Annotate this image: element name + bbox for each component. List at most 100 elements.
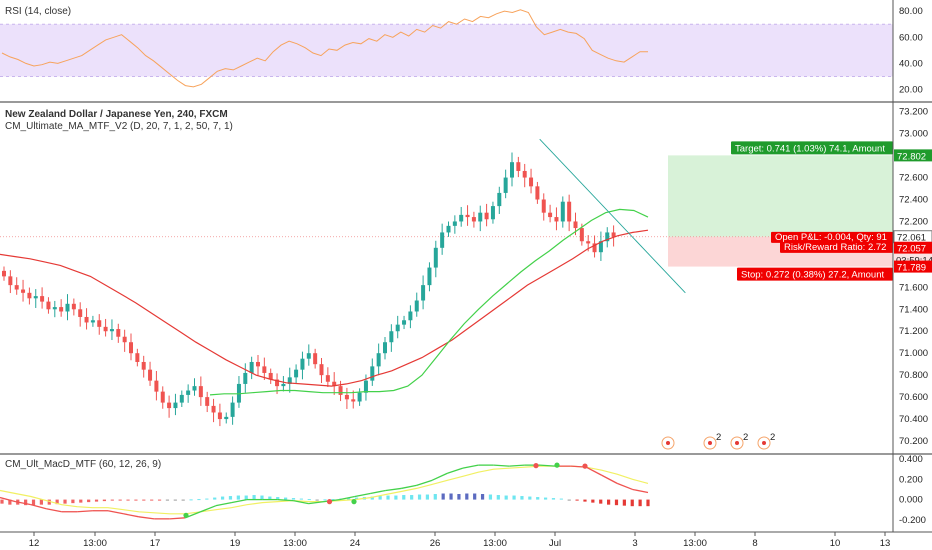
macd-line-segment <box>539 464 556 467</box>
macd-tick-label: 0.000 <box>899 495 923 506</box>
macd-histogram-bar <box>55 499 59 505</box>
candle <box>579 228 584 242</box>
candle <box>395 324 400 332</box>
macd-histogram-bar <box>307 499 311 501</box>
rsi-tick-label: 60.00 <box>899 32 923 43</box>
macd-histogram-bar <box>268 496 272 500</box>
macd-cross-dot <box>183 512 189 518</box>
macd-line-segment <box>601 474 618 484</box>
price-tick-label: 71.200 <box>899 326 928 337</box>
macd-histogram-bar <box>94 499 99 502</box>
candle <box>109 329 114 332</box>
macd-histogram-bar <box>402 495 406 500</box>
macd-histogram-bar <box>8 499 12 505</box>
open-pnl-label-bg <box>771 231 893 243</box>
macd-histogram-bar <box>276 497 280 500</box>
candle <box>471 217 476 222</box>
candle <box>167 402 172 409</box>
candle <box>478 212 483 222</box>
price-pane: Target: 0.741 (1.03%) 74.1, Amount Open P… <box>0 107 932 450</box>
candle <box>402 320 407 325</box>
macd-histogram-bar <box>142 499 146 501</box>
macd-histogram-bar <box>157 499 162 501</box>
price-tick-label: 71.400 <box>899 304 928 315</box>
macd-histogram-bar <box>197 499 201 501</box>
price-tick-label: 72.400 <box>899 195 928 206</box>
time-tick-label: 24 <box>350 538 361 549</box>
macd-line-segment <box>215 501 232 507</box>
macd-histogram-bar <box>0 499 4 504</box>
macd-histogram-bar <box>433 494 437 500</box>
trendline <box>539 138 686 294</box>
macd-line-segment <box>46 508 62 513</box>
candle <box>370 366 375 381</box>
target-price-tag: 72.802 <box>894 149 932 162</box>
risk-reward-label-bg <box>780 241 893 253</box>
target-price-tag-bg <box>894 149 932 162</box>
target-label-bg <box>731 141 893 155</box>
macd-histogram-bar <box>473 493 477 500</box>
candle <box>281 383 286 387</box>
macd-histogram-bar <box>536 497 540 500</box>
stop-price-tag-text: 71.789 <box>897 263 926 274</box>
risk-reward-label-text: Risk/Reward Ratio: 2.72 <box>784 242 886 253</box>
macd-histogram-bar <box>646 499 650 507</box>
macd-histogram-bar <box>134 499 138 501</box>
macd-line-segment <box>462 464 479 469</box>
ema-line <box>209 208 649 396</box>
candle <box>363 380 368 393</box>
event-marker-dot <box>708 441 712 445</box>
time-tick-label: 17 <box>150 538 161 549</box>
macd-histogram-bar <box>315 499 319 501</box>
macd-histogram-bar <box>291 498 296 500</box>
candle <box>40 296 45 302</box>
time-tick-label: Jul <box>549 538 561 549</box>
macd-line-segment <box>401 484 417 490</box>
candle <box>59 307 64 312</box>
macd-histogram-bar <box>24 499 28 506</box>
event-marker-dot <box>735 441 739 445</box>
macd-histogram-bar <box>425 494 430 500</box>
candle <box>249 361 254 373</box>
candle <box>484 212 489 220</box>
macd-histogram-bar <box>465 493 469 500</box>
candle <box>71 303 76 310</box>
candle <box>97 320 102 327</box>
event-marker-count: 2 <box>743 432 748 443</box>
candle <box>230 402 235 417</box>
target-price-tag-text: 72.802 <box>897 151 926 162</box>
macd-histogram-bar <box>567 499 571 501</box>
macd-line-segment <box>447 467 464 474</box>
target-label-text: Target: 0.741 (1.03%) 74.1, Amount <box>735 143 885 154</box>
candle <box>211 405 216 413</box>
event-marker: 2 <box>730 432 748 450</box>
rsi-tick-label: 20.00 <box>899 85 923 96</box>
time-tick-label: 8 <box>752 538 757 549</box>
price-title: New Zealand Dollar / Japanese Yen, 240, … <box>5 109 228 120</box>
macd-histogram-bar <box>347 498 351 500</box>
event-marker-dot <box>762 441 766 445</box>
macd-histogram-bar <box>126 499 130 501</box>
candle <box>154 380 159 392</box>
second-price-tag-text: 72.057 <box>897 244 926 255</box>
macd-histogram-bar <box>102 499 107 502</box>
candle <box>592 243 597 253</box>
macd-tick-label: 0.400 <box>899 454 923 465</box>
event-marker-count: 2 <box>716 432 721 443</box>
candle <box>8 276 13 286</box>
rsi-tick-label: 40.00 <box>899 58 923 69</box>
price-tick-label: 71.000 <box>899 348 928 359</box>
candle <box>529 177 534 187</box>
macd-line-segment <box>308 500 325 505</box>
risk-reward-label: Risk/Reward Ratio: 2.72 <box>780 241 893 253</box>
ma-indicator-label: CM_Ultimate_MA_MTF_V2 (D, 20, 7, 1, 2, 5… <box>5 121 233 132</box>
macd-tick-label: 0.200 <box>899 474 923 485</box>
macd-histogram-bar <box>614 499 619 506</box>
macd-histogram-bar <box>236 495 240 500</box>
macd-histogram-bar <box>181 499 185 501</box>
macd-histogram-bar <box>205 498 209 500</box>
macd-histogram-bar <box>354 497 359 500</box>
macd-histogram-bar <box>31 499 36 506</box>
macd-histogram-bar <box>39 499 43 505</box>
price-tick-label: 73.000 <box>899 129 928 140</box>
